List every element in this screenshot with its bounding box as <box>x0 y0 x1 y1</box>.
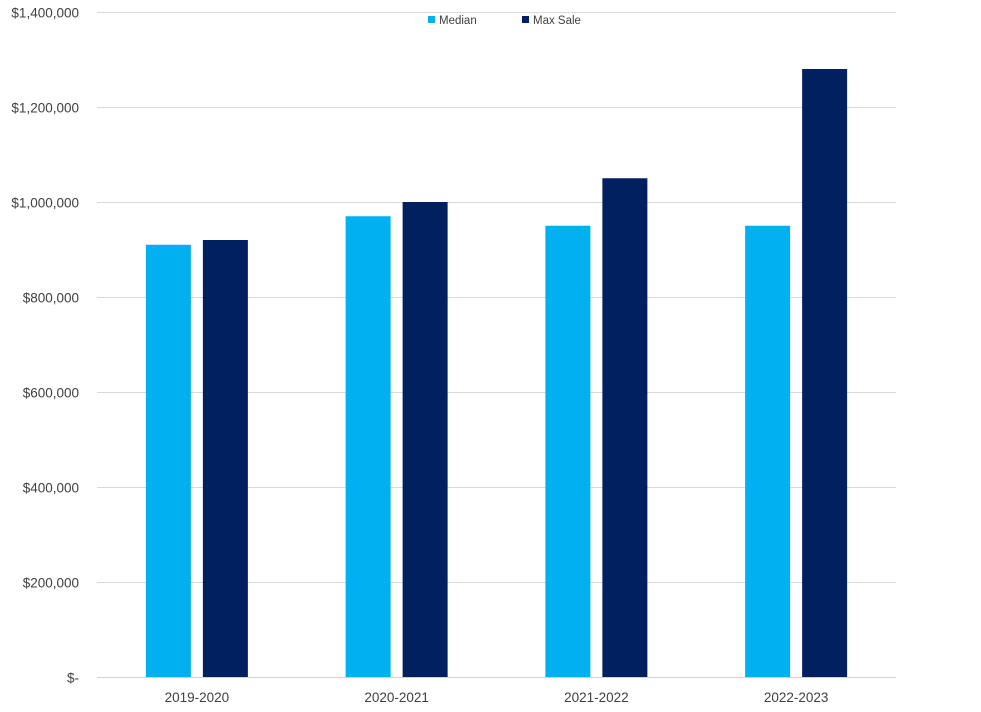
y-tick-label: $800,000 <box>23 291 79 306</box>
y-tick-label: $200,000 <box>23 576 79 591</box>
y-tick-label: $1,000,000 <box>11 196 79 211</box>
legend: Median Max Sale <box>428 15 581 27</box>
y-tick-label: $1,400,000 <box>11 6 79 21</box>
bar-median <box>545 225 591 677</box>
legend-swatch <box>522 16 529 23</box>
x-tick-label: 2020-2021 <box>364 690 429 705</box>
y-axis: $- $200,000 $400,000 $600,000 $800,000 $1,000… <box>11 6 79 686</box>
bars <box>145 69 848 677</box>
x-tick-label: 2019-2020 <box>165 690 230 705</box>
x-tick-label: 2021-2022 <box>564 690 629 705</box>
legend-label: Median <box>439 15 477 27</box>
legend-swatch <box>428 16 435 23</box>
bar-max-sale <box>602 178 648 677</box>
y-tick-label: $600,000 <box>23 386 79 401</box>
y-tick-label: $400,000 <box>23 481 79 496</box>
bar-max-sale <box>402 202 448 677</box>
bar-max-sale <box>802 69 848 677</box>
x-tick-label: 2022-2023 <box>764 690 829 705</box>
x-axis: 2019-2020 2020-2021 2021-2022 2022-2023 <box>165 690 829 705</box>
bar-median <box>345 216 391 677</box>
bar-median <box>145 244 191 677</box>
y-tick-label: $1,200,000 <box>11 101 79 116</box>
legend-label: Max Sale <box>533 15 581 27</box>
bar-median <box>745 225 791 677</box>
y-tick-label: $- <box>67 671 79 686</box>
bar-max-sale <box>202 240 248 677</box>
